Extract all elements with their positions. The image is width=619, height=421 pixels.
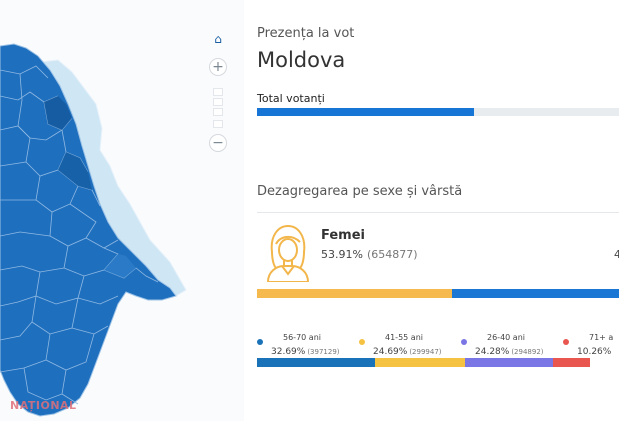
age-legend-label: 56-70 ani bbox=[283, 333, 321, 342]
map-panel[interactable]: ⌂ + − NAȚIONAL bbox=[0, 0, 244, 421]
age-legend-label: 71+ a bbox=[589, 333, 614, 342]
breakdown-title: Dezagregarea pe sexe și vârstă bbox=[257, 184, 463, 199]
age-legend-dot bbox=[461, 339, 467, 345]
age-bar-segment bbox=[552, 358, 590, 367]
female-percent: 53.91% bbox=[321, 248, 363, 261]
age-split-bar bbox=[257, 358, 619, 367]
age-count: (299947) bbox=[409, 348, 442, 356]
age-bar-segment bbox=[257, 358, 376, 367]
age-count: (294892) bbox=[511, 348, 544, 356]
map-district-highlight[interactable] bbox=[58, 152, 92, 190]
female-count: (654877) bbox=[366, 248, 418, 261]
age-count: (397129) bbox=[307, 348, 340, 356]
total-voters-fill bbox=[257, 108, 475, 116]
info-panel: Prezența la vot Moldova Total votanți De… bbox=[244, 0, 619, 421]
age-legend-label: 26-40 ani bbox=[487, 333, 525, 342]
female-label: Femei bbox=[321, 228, 365, 243]
age-legend-value: 32.69% (397129) bbox=[271, 347, 340, 357]
page-title: Moldova bbox=[257, 48, 346, 72]
total-voters-bar bbox=[257, 108, 619, 116]
divider bbox=[257, 212, 619, 213]
male-percent-partial: 4 bbox=[614, 248, 619, 261]
female-stats: 53.91% (654877) bbox=[321, 248, 418, 261]
map-district-highlight[interactable] bbox=[104, 254, 136, 278]
age-percent: 10.26% bbox=[577, 347, 612, 357]
map-region-main[interactable] bbox=[0, 43, 177, 417]
zoom-level-step[interactable] bbox=[213, 120, 223, 128]
age-legend-label: 41-55 ani bbox=[385, 333, 423, 342]
age-bar-segment bbox=[464, 358, 553, 367]
age-percent: 24.28% bbox=[475, 347, 510, 357]
total-voters-label: Total votanți bbox=[257, 92, 325, 105]
age-legend-dot bbox=[359, 339, 365, 345]
watermark-logo: NAȚIONAL bbox=[10, 399, 77, 412]
age-percent: 24.69% bbox=[373, 347, 408, 357]
age-legend-value: 24.69% (299947) bbox=[373, 347, 442, 357]
home-icon[interactable]: ⌂ bbox=[214, 32, 222, 46]
gender-bar-female bbox=[257, 289, 453, 298]
age-legend-value: 10.26% bbox=[577, 347, 611, 357]
age-legend-value: 24.28% (294892) bbox=[475, 347, 544, 357]
gender-split-bar bbox=[257, 289, 619, 298]
zoom-out-button[interactable]: − bbox=[209, 134, 227, 152]
zoom-level-step[interactable] bbox=[213, 108, 223, 116]
section-label: Prezența la vot bbox=[257, 26, 355, 41]
female-avatar-icon bbox=[266, 224, 310, 282]
age-legend-dot bbox=[563, 339, 569, 345]
gender-bar-male bbox=[452, 289, 619, 298]
age-legend-dot bbox=[257, 339, 263, 345]
age-percent: 32.69% bbox=[271, 347, 306, 357]
zoom-level-step[interactable] bbox=[213, 98, 223, 106]
age-bar-segment bbox=[375, 358, 465, 367]
moldova-map[interactable] bbox=[0, 0, 244, 421]
zoom-level-step[interactable] bbox=[213, 88, 223, 96]
zoom-in-button[interactable]: + bbox=[209, 58, 227, 76]
map-district-highlight[interactable] bbox=[44, 96, 72, 130]
